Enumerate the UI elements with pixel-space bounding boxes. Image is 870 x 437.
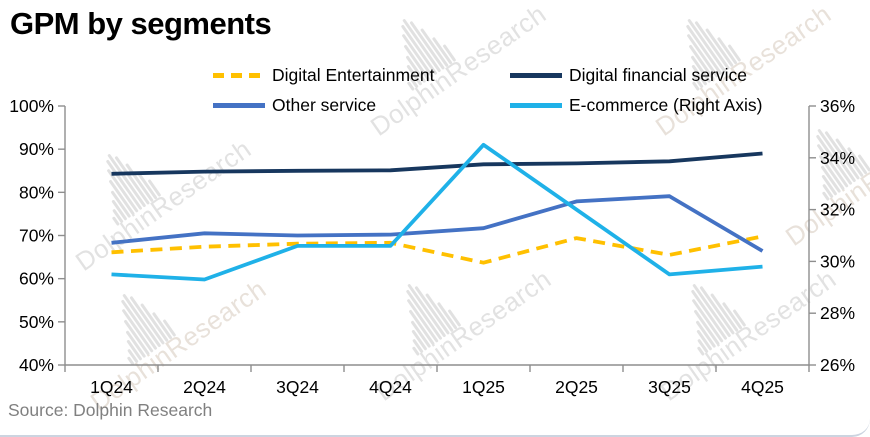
right-axis-tick-label: 26%: [820, 355, 855, 375]
legend-row: Other service E-commerce (Right Axis): [213, 90, 763, 120]
x-axis-category-label: 4Q24: [369, 377, 412, 397]
legend-label: Digital Entertainment: [272, 64, 435, 85]
left-axis-tick-label: 40%: [19, 355, 54, 375]
left-axis-tick-label: 90%: [19, 139, 54, 159]
x-axis-category-label: 2Q25: [555, 377, 598, 397]
x-axis-category-label: 1Q25: [462, 377, 505, 397]
page-title: GPM by segments: [10, 6, 272, 41]
right-axis-tick-label: 30%: [820, 251, 855, 271]
right-axis-tick-label: 36%: [820, 96, 855, 116]
x-axis-category-label: 3Q25: [648, 377, 691, 397]
legend-item-other-service: Other service: [213, 95, 510, 116]
legend-label: Digital financial service: [569, 64, 747, 85]
legend-swatch-e-commerce: [510, 102, 562, 108]
legend-swatch-other-service: [213, 102, 265, 108]
legend-label: Other service: [272, 94, 377, 115]
left-axis-tick-label: 80%: [19, 182, 54, 202]
series-line-digital-entertainment: [111, 234, 763, 265]
legend-row: Digital Entertainment Digital financial …: [213, 60, 763, 90]
legend-swatch-digital-entertainment: [213, 72, 265, 78]
x-axis-category-label: 1Q24: [90, 377, 133, 397]
left-axis-tick-label: 60%: [19, 269, 54, 289]
right-axis-tick-label: 32%: [820, 200, 855, 220]
left-axis-tick-label: 50%: [19, 312, 54, 332]
legend-item-e-commerce: E-commerce (Right Axis): [510, 95, 763, 116]
legend-item-digital-financial-service: Digital financial service: [510, 65, 747, 86]
x-axis-category-label: 4Q25: [741, 377, 784, 397]
series-line-other-service: [111, 194, 764, 253]
left-axis-tick-label: 100%: [9, 96, 54, 116]
right-axis-tick-label: 28%: [820, 303, 855, 323]
series-line-digital-financial-service: [111, 151, 763, 176]
series-line-e-commerce-right-axis-: [111, 142, 763, 282]
source-note: Source: Dolphin Research: [8, 400, 213, 420]
right-axis-tick-label: 34%: [820, 148, 855, 168]
legend-swatch-digital-financial-service: [510, 72, 562, 78]
x-axis-category-label: 2Q24: [183, 377, 226, 397]
legend-label: E-commerce (Right Axis): [569, 94, 763, 115]
legend-item-digital-entertainment: Digital Entertainment: [213, 65, 510, 86]
x-axis-category-label: 3Q24: [276, 377, 319, 397]
left-axis-tick-label: 70%: [19, 226, 54, 246]
chart-legend: Digital Entertainment Digital financial …: [213, 60, 763, 120]
